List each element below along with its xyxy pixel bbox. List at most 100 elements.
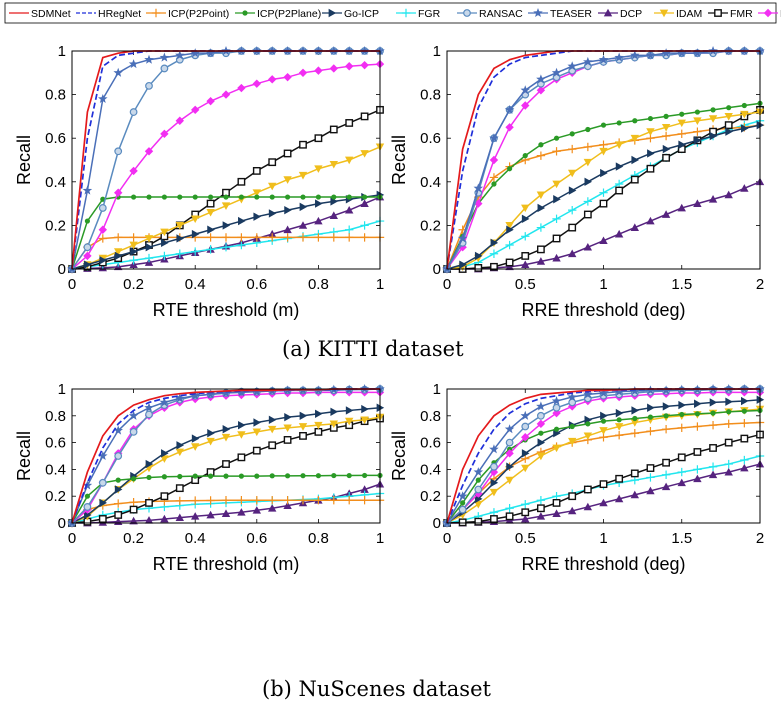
data-point <box>283 424 292 433</box>
data-point <box>537 438 546 447</box>
data-point <box>473 467 484 477</box>
data-point <box>661 123 671 132</box>
data-point <box>238 420 246 430</box>
data-point <box>474 517 483 526</box>
data-point <box>647 115 654 122</box>
data-point <box>646 216 655 225</box>
data-point <box>506 462 514 471</box>
data-point <box>252 506 261 514</box>
data-point <box>630 429 639 438</box>
data-point <box>315 199 323 208</box>
data-point <box>710 410 716 416</box>
data-point <box>131 194 137 200</box>
data-point <box>647 403 655 412</box>
data-point <box>489 508 499 517</box>
data-point <box>268 209 277 218</box>
data-point <box>98 478 107 487</box>
data-point <box>345 225 354 234</box>
data-point <box>175 50 185 60</box>
data-point <box>253 418 261 427</box>
data-point <box>569 423 575 430</box>
data-point <box>568 492 577 501</box>
data-point <box>236 387 247 397</box>
data-point <box>176 234 184 243</box>
data-point <box>693 474 702 483</box>
data-point <box>190 390 200 400</box>
data-point <box>298 496 308 505</box>
data-point <box>552 509 561 517</box>
data-point <box>598 54 609 64</box>
data-point <box>145 459 154 469</box>
data-point <box>82 185 93 195</box>
data-point <box>345 205 354 214</box>
data-point <box>130 247 138 256</box>
data-point <box>208 194 214 200</box>
data-point <box>360 199 369 207</box>
data-point <box>314 165 323 173</box>
data-point <box>128 410 139 420</box>
data-point <box>536 512 546 520</box>
data-point <box>709 131 718 141</box>
data-point <box>646 427 655 436</box>
data-point <box>740 110 749 119</box>
data-point <box>237 496 246 505</box>
legend-label: DCP <box>620 8 642 20</box>
data-point <box>708 462 718 471</box>
data-point <box>677 203 686 212</box>
data-point <box>283 176 292 184</box>
x-tick-label: 0 <box>443 276 451 293</box>
data-point <box>252 166 261 175</box>
axes-frame <box>71 388 381 524</box>
y-axis-label: Recall <box>389 431 409 481</box>
legend-marker <box>533 8 543 18</box>
data-point <box>160 64 169 73</box>
legend-item-icp-p2plane: ICP(P2Plane) <box>235 8 321 20</box>
data-point <box>129 498 138 507</box>
data-point <box>505 222 514 230</box>
data-point <box>710 107 716 113</box>
data-point <box>175 448 184 457</box>
data-point <box>298 423 308 431</box>
data-point <box>678 400 686 410</box>
data-point <box>191 105 200 115</box>
data-point <box>676 48 687 58</box>
data-point <box>98 234 107 243</box>
data-point <box>314 421 323 430</box>
data-point <box>538 430 544 436</box>
data-point <box>300 194 306 200</box>
data-point <box>632 118 638 124</box>
legend-marker <box>603 8 613 17</box>
data-point <box>490 238 499 248</box>
data-point <box>268 233 277 242</box>
data-point <box>206 96 215 106</box>
data-point <box>84 493 90 499</box>
data-point <box>345 406 354 415</box>
data-point <box>521 252 530 260</box>
data-point <box>724 113 733 121</box>
data-point <box>630 175 639 184</box>
data-point <box>505 240 514 250</box>
data-point <box>129 516 138 525</box>
data-point <box>536 401 546 411</box>
data-point <box>693 448 702 456</box>
data-point <box>192 194 198 200</box>
data-point <box>599 480 608 489</box>
legend-marker <box>714 9 722 17</box>
data-point <box>740 455 749 465</box>
data-point <box>614 423 624 431</box>
data-point <box>283 501 292 509</box>
data-point <box>709 398 718 407</box>
data-point <box>661 385 671 395</box>
legend-item-go-icp: Go-ICP <box>322 8 379 20</box>
data-point <box>598 388 609 398</box>
data-point <box>491 181 497 187</box>
data-point <box>741 102 747 109</box>
data-point <box>345 417 354 426</box>
data-point <box>360 416 369 425</box>
data-point <box>614 431 624 440</box>
data-point <box>237 240 246 250</box>
data-point <box>724 459 733 469</box>
data-point <box>175 393 185 403</box>
data-point <box>583 432 593 441</box>
data-point <box>177 194 183 200</box>
